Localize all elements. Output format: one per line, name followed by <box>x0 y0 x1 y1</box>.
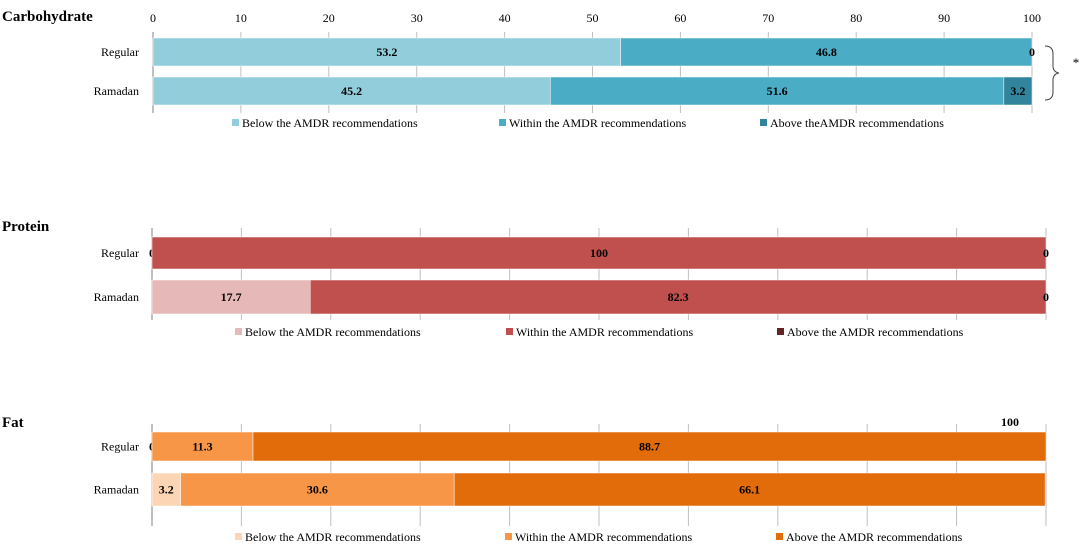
data-label: 17.7 <box>221 290 242 304</box>
legend-swatch <box>235 328 242 335</box>
x-tick-label: 0 <box>150 11 156 25</box>
legend-swatch <box>235 533 242 540</box>
data-label: 3.2 <box>159 483 174 497</box>
bar-segment <box>1003 76 1033 106</box>
total-label: 100 <box>1001 415 1019 429</box>
legend-label: Above the AMDR recommendations <box>787 325 964 339</box>
bar-segment <box>151 236 1047 270</box>
data-label: 100 <box>590 246 608 260</box>
legend-label: Within the AMDR recommendations <box>509 116 686 130</box>
data-label: 0 <box>1043 246 1049 260</box>
data-label: 11.3 <box>192 440 212 454</box>
category-label: Regular <box>101 45 139 59</box>
bar-segment <box>453 472 1046 507</box>
x-tick-label: 70 <box>762 11 774 25</box>
bar-segment <box>252 431 1047 462</box>
legend-swatch <box>232 119 239 126</box>
chart-title: Carbohydrate <box>2 9 93 25</box>
category-label: Ramadan <box>94 84 139 98</box>
chart-panel-carbohydrate: Carbohydrate 0 10 20 30 40 50 60 70 80 90 100 Regula… <box>2 9 1079 130</box>
x-tick-label: 80 <box>850 11 862 25</box>
category-label: Regular <box>101 246 139 260</box>
legend-swatch <box>777 328 784 335</box>
x-tick-label: 90 <box>938 11 950 25</box>
legend-label: Within the AMDR recommendations <box>516 325 693 339</box>
data-label: 46.8 <box>816 45 837 59</box>
chart-title: Fat <box>2 415 24 431</box>
x-tick-label: 50 <box>587 11 599 25</box>
data-label: 30.6 <box>307 483 328 497</box>
data-label: 45.2 <box>341 84 362 98</box>
data-label: 66.1 <box>739 483 760 497</box>
chart-panel-fat: FatRegular011.388.7Ramadan3.230.666.1Bel… <box>2 415 1047 544</box>
category-label: Ramadan <box>94 483 139 497</box>
x-tick-label: 10 <box>235 11 247 25</box>
x-tick-label: 20 <box>323 11 335 25</box>
bar-segment <box>152 76 551 106</box>
legend-swatch <box>760 119 767 126</box>
chart-title: Protein <box>2 219 50 235</box>
data-label: 0 <box>1043 290 1049 304</box>
legend-label: Below the AMDR recommendations <box>245 325 421 339</box>
legend-swatch <box>505 533 512 540</box>
category-label: Regular <box>101 440 139 454</box>
bar-segment <box>151 279 311 315</box>
legend-label: Within the AMDR recommendations <box>515 530 692 544</box>
bar-segment <box>152 37 621 67</box>
legend-swatch <box>499 119 506 126</box>
category-label: Ramadan <box>94 290 139 304</box>
legend-label: Below the AMDR recommendations <box>245 530 421 544</box>
bar-segment <box>180 472 455 507</box>
legend-swatch <box>776 533 783 540</box>
data-label: 0 <box>1029 45 1035 59</box>
x-tick-label: 100 <box>1023 11 1041 25</box>
bar-segment <box>151 431 254 462</box>
data-label: 88.7 <box>639 440 660 454</box>
bar-segment <box>309 279 1047 315</box>
legend-label: Below the AMDR recommendations <box>242 116 418 130</box>
significance-bracket <box>1044 45 1060 101</box>
data-label: 3.2 <box>1010 84 1025 98</box>
data-label: 53.2 <box>376 45 397 59</box>
data-label: 82.3 <box>668 290 689 304</box>
bar-segment <box>620 37 1033 67</box>
x-tick-label: 40 <box>499 11 511 25</box>
chart-panel-protein: ProteinRegular01000Ramadan17.782.30Below… <box>2 219 1049 339</box>
legend-label: Above theAMDR recommendations <box>770 116 944 130</box>
significance-marker: * <box>1073 55 1080 70</box>
x-tick-label: 30 <box>411 11 423 25</box>
x-tick-label: 60 <box>674 11 686 25</box>
legend-swatch <box>506 328 513 335</box>
legend-label: Above the AMDR recommendations <box>786 530 963 544</box>
bar-segment <box>550 76 1005 106</box>
data-label: 51.6 <box>767 84 788 98</box>
